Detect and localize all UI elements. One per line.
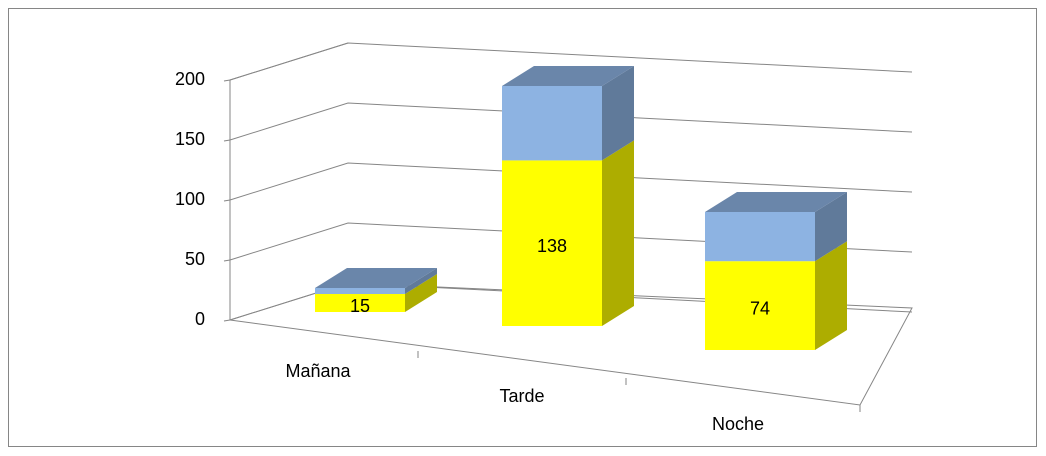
tick-mark [223,259,231,262]
bar [705,261,815,350]
bar-top [502,66,634,86]
bar-top [315,268,437,288]
bar-side [602,140,634,326]
bar [502,86,602,161]
y-tick-label: 200 [175,69,205,89]
bar [315,288,405,294]
y-tick-label: 100 [175,189,205,209]
data-label: 15 [350,296,370,316]
x-tick-label: Tarde [499,386,544,406]
x-tick-label: Mañana [285,361,351,381]
data-label: 74 [750,298,770,318]
tick-mark [223,79,231,82]
bar [315,294,405,312]
bar-side [405,268,437,294]
bar [705,212,815,262]
bar [502,160,602,326]
grid-line [229,102,913,141]
tick-mark [223,319,231,322]
grid-line [229,42,913,81]
tick-mark [223,199,231,202]
x-tick-label: Noche [712,414,764,434]
tick-mark [223,139,231,142]
data-label: 138 [537,236,567,256]
y-tick-label: 150 [175,129,205,149]
y-tick-label: 0 [195,309,205,329]
y-tick-label: 50 [185,249,205,269]
bar-side [815,241,847,350]
bar-side [405,274,437,312]
grid-line [229,162,913,201]
bar-side [815,192,847,262]
bar-side [602,66,634,161]
bar-top [705,192,847,212]
